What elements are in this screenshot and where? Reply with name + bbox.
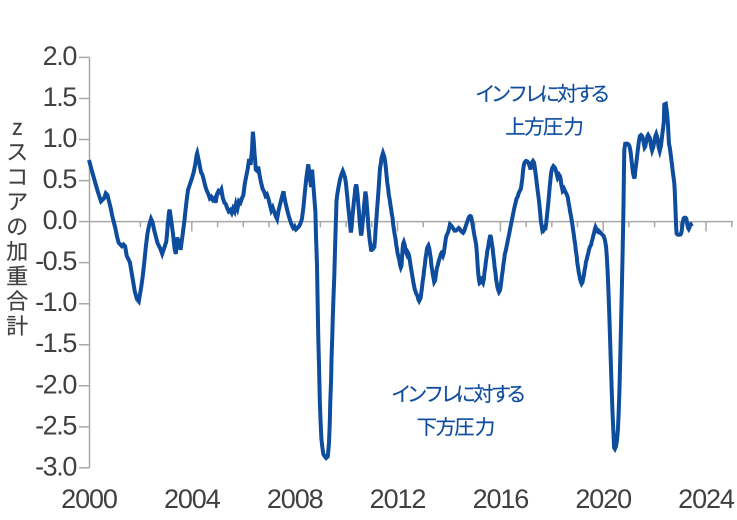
svg-text:0.0: 0.0 [43, 205, 77, 235]
svg-text:2000: 2000 [61, 484, 117, 514]
svg-text:1.5: 1.5 [43, 82, 77, 112]
svg-text:1.0: 1.0 [43, 123, 77, 153]
svg-text:2.0: 2.0 [43, 41, 77, 71]
svg-text:2016: 2016 [473, 484, 529, 514]
svg-text:2008: 2008 [267, 484, 323, 514]
svg-text:0.5: 0.5 [43, 164, 77, 194]
svg-text:2012: 2012 [370, 484, 426, 514]
svg-text:2024: 2024 [678, 484, 735, 514]
svg-text:-2.5: -2.5 [35, 410, 76, 440]
svg-text:-2.0: -2.0 [35, 369, 76, 399]
svg-text:2004: 2004 [164, 484, 221, 514]
svg-text:2020: 2020 [575, 484, 631, 514]
svg-text:-0.5: -0.5 [35, 246, 76, 276]
svg-text:-1.5: -1.5 [35, 328, 76, 358]
svg-text:-1.0: -1.0 [35, 287, 76, 317]
svg-text:-3.0: -3.0 [35, 451, 76, 481]
